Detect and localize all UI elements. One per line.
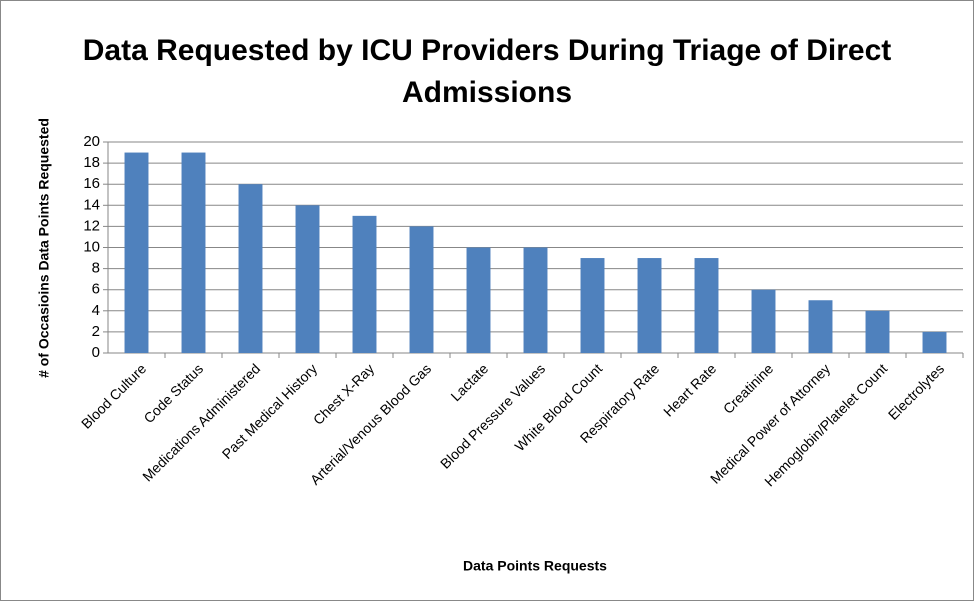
- bar: [523, 247, 548, 353]
- y-tick-label: 0: [92, 344, 100, 361]
- bar: [409, 226, 434, 353]
- y-tick-label: 12: [83, 217, 100, 234]
- bar: [637, 258, 662, 353]
- bar: [751, 289, 776, 353]
- y-tick-label: 16: [83, 175, 100, 192]
- y-tick-label: 4: [92, 302, 100, 319]
- y-axis-label: # of Occasioins Data Points Requested: [36, 118, 52, 378]
- bar: [238, 184, 263, 353]
- y-tick-label: 8: [92, 260, 100, 277]
- y-tick-label: 18: [83, 154, 100, 171]
- bar: [922, 331, 947, 353]
- chart-title: Data Requested by ICU Providers During T…: [82, 34, 892, 109]
- bar: [124, 152, 149, 353]
- bar: [808, 300, 833, 353]
- y-tick-label: 14: [83, 196, 100, 213]
- bar: [352, 215, 377, 353]
- y-tick-label: 6: [92, 281, 100, 298]
- bar: [865, 310, 890, 353]
- bar: [295, 205, 320, 353]
- bar: [580, 258, 605, 353]
- bar: [466, 247, 491, 353]
- bar: [694, 258, 719, 353]
- bar: [181, 152, 206, 353]
- x-axis-label: Data Points Requests: [463, 558, 607, 574]
- y-tick-label: 20: [83, 133, 100, 150]
- y-tick-label: 10: [83, 238, 100, 255]
- y-tick-label: 2: [92, 323, 100, 340]
